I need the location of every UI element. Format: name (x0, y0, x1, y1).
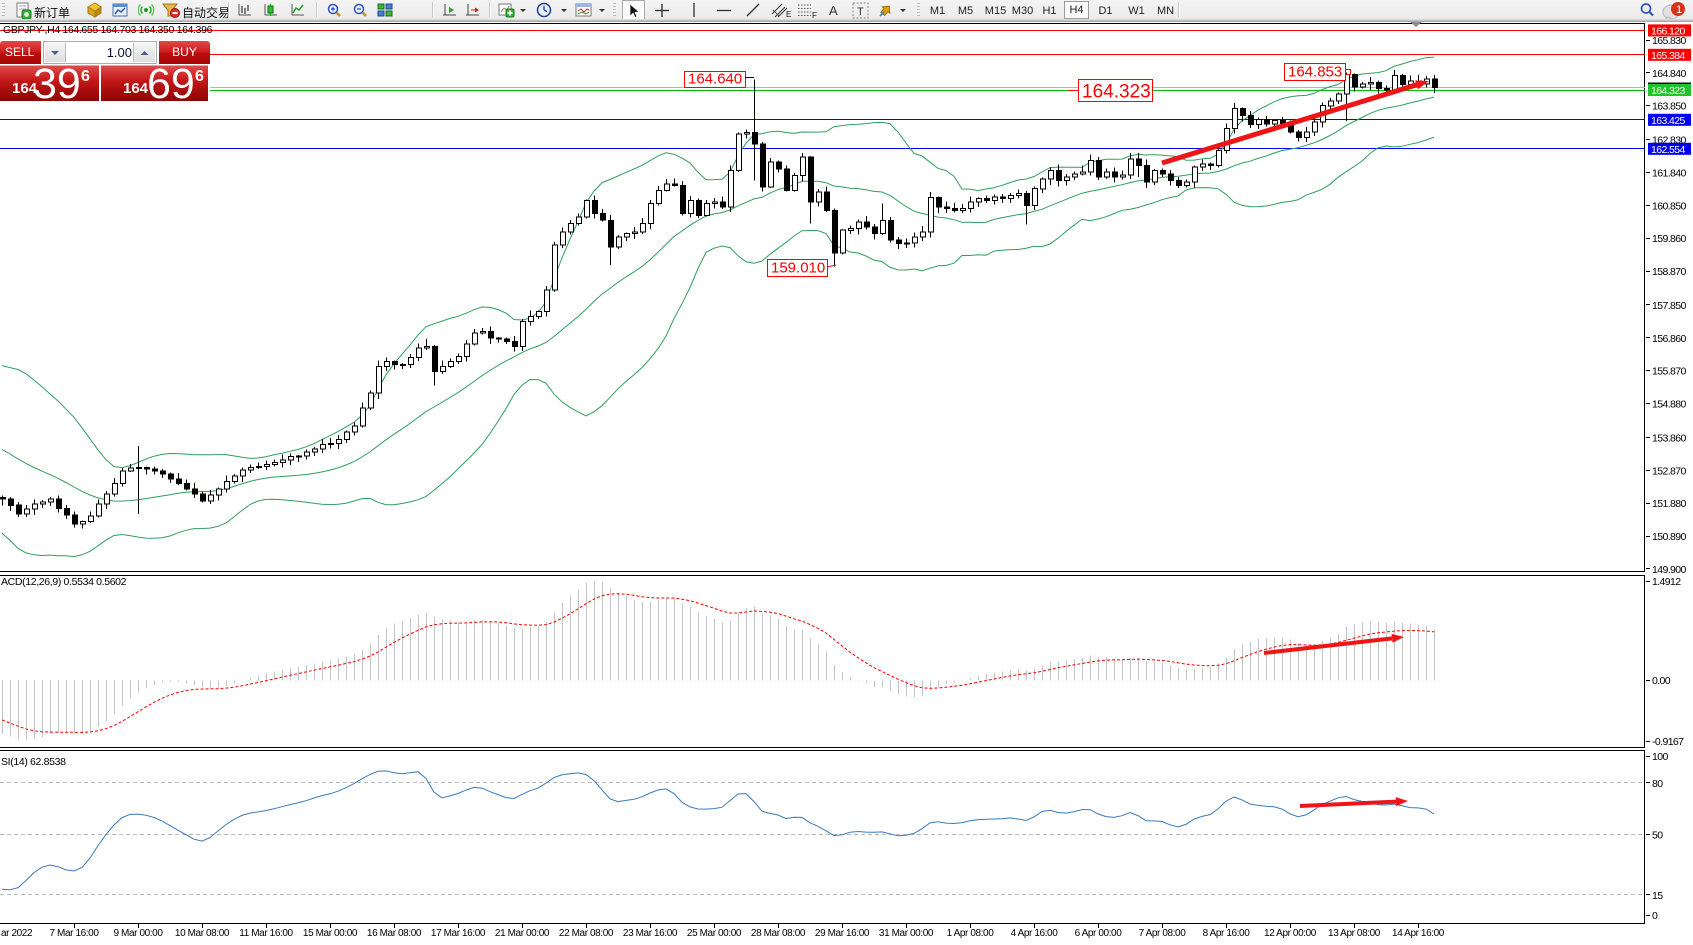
svg-text:15: 15 (1652, 890, 1663, 902)
svg-text:152.870: 152.870 (1652, 465, 1687, 477)
svg-text:22 Mar 08:00: 22 Mar 08:00 (559, 928, 614, 939)
svg-text:164.323: 164.323 (1082, 82, 1151, 103)
svg-text:159.860: 159.860 (1652, 233, 1687, 245)
svg-text:164.640: 164.640 (688, 71, 742, 88)
svg-text:158.870: 158.870 (1652, 266, 1687, 278)
svg-text:31 Mar 00:00: 31 Mar 00:00 (879, 928, 934, 939)
svg-text:162.554: 162.554 (1651, 144, 1686, 156)
svg-text:165.384: 165.384 (1651, 50, 1686, 62)
svg-text:14 Apr 16:00: 14 Apr 16:00 (1392, 928, 1445, 939)
svg-text:15 Mar 00:00: 15 Mar 00:00 (303, 928, 358, 939)
svg-text:164.853: 164.853 (1288, 64, 1342, 81)
svg-text:160.850: 160.850 (1652, 200, 1687, 212)
svg-text:8 Apr 16:00: 8 Apr 16:00 (1203, 928, 1251, 939)
svg-text:29 Mar 16:00: 29 Mar 16:00 (815, 928, 870, 939)
svg-text:159.010: 159.010 (771, 260, 825, 277)
svg-text:-0.9167: -0.9167 (1652, 736, 1684, 748)
svg-text:151.880: 151.880 (1652, 498, 1687, 510)
svg-text:7 Apr 08:00: 7 Apr 08:00 (1139, 928, 1187, 939)
svg-text:6 Apr 00:00: 6 Apr 00:00 (1075, 928, 1123, 939)
svg-text:E: E (786, 10, 791, 19)
svg-text:T: T (857, 6, 864, 18)
svg-text:164.840: 164.840 (1652, 68, 1687, 80)
svg-text:156.860: 156.860 (1652, 333, 1687, 345)
svg-text:9 Mar 00:00: 9 Mar 00:00 (114, 928, 164, 939)
svg-text:21 Mar 00:00: 21 Mar 00:00 (495, 928, 550, 939)
svg-text:17 Mar 16:00: 17 Mar 16:00 (431, 928, 486, 939)
svg-text:153.860: 153.860 (1652, 432, 1687, 444)
svg-text:SI(14) 62.8538: SI(14) 62.8538 (1, 756, 66, 768)
svg-text:161.840: 161.840 (1652, 168, 1687, 180)
svg-text:80: 80 (1652, 778, 1663, 790)
svg-text:16 Mar 08:00: 16 Mar 08:00 (367, 928, 422, 939)
svg-text:163.425: 163.425 (1651, 115, 1686, 127)
svg-text:0: 0 (1652, 910, 1658, 922)
svg-text:165.830: 165.830 (1652, 35, 1687, 47)
svg-text:13 Apr 08:00: 13 Apr 08:00 (1328, 928, 1381, 939)
svg-text:157.850: 157.850 (1652, 300, 1687, 312)
svg-text:12 Apr 00:00: 12 Apr 00:00 (1264, 928, 1317, 939)
svg-text:164.323: 164.323 (1651, 85, 1686, 97)
svg-text:149.900: 149.900 (1652, 564, 1687, 576)
svg-text:166.120: 166.120 (1651, 25, 1686, 37)
svg-text:4 Apr 16:00: 4 Apr 16:00 (1011, 928, 1059, 939)
svg-text:1.4912: 1.4912 (1652, 576, 1681, 588)
svg-text:GBPJPY-,H4 164.655 164.703 16: GBPJPY-,H4 164.655 164.703 164.350 164.3… (3, 24, 213, 36)
svg-text:1: 1 (1676, 4, 1682, 16)
svg-text:154.880: 154.880 (1652, 399, 1687, 411)
svg-text:11 Mar 16:00: 11 Mar 16:00 (239, 928, 293, 939)
svg-text:ACD(12,26,9) 0.5534 0.5602: ACD(12,26,9) 0.5534 0.5602 (1, 576, 127, 588)
svg-text:1 Apr 08:00: 1 Apr 08:00 (947, 928, 995, 939)
svg-text:F: F (812, 11, 817, 19)
svg-text:163.850: 163.850 (1652, 101, 1687, 113)
svg-text:25 Mar 00:00: 25 Mar 00:00 (687, 928, 742, 939)
svg-text:100: 100 (1652, 751, 1668, 763)
svg-text:150.890: 150.890 (1652, 531, 1687, 543)
svg-text:10 Mar 08:00: 10 Mar 08:00 (175, 928, 230, 939)
svg-text:23 Mar 16:00: 23 Mar 16:00 (623, 928, 678, 939)
svg-text:7 Mar 16:00: 7 Mar 16:00 (50, 928, 100, 939)
svg-text:50: 50 (1652, 830, 1663, 842)
svg-text:28 Mar 08:00: 28 Mar 08:00 (751, 928, 806, 939)
svg-text:155.870: 155.870 (1652, 366, 1687, 378)
svg-text:ar 2022: ar 2022 (1, 928, 33, 939)
svg-text:0.00: 0.00 (1652, 675, 1671, 687)
